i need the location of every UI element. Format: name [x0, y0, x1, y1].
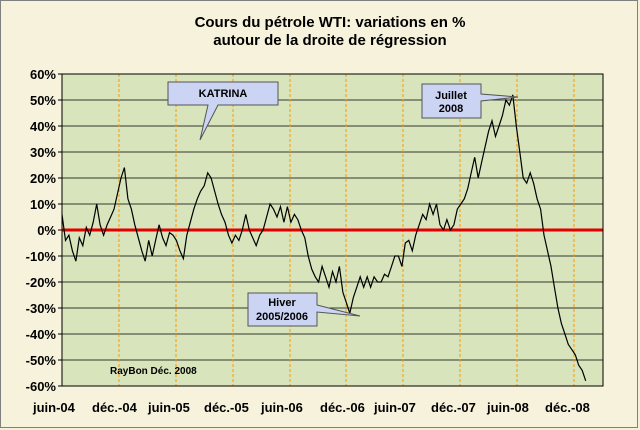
annotation-katrina: KATRINA	[167, 81, 279, 141]
y-tick-label: 40%	[30, 119, 56, 134]
x-axis-ticks: juin-04 déc.-04 juin-05 déc.-05 juin-06 déc.-…	[32, 400, 590, 415]
y-axis-ticks: 60% 50% 40% 30% 20% 10% 0% -10% -20% -30% -40% -50%…	[26, 67, 62, 394]
chart-title: Cours du pétrole WTI: variations en %	[195, 14, 466, 31]
y-tick-label: 50%	[30, 93, 56, 108]
chart-credit: RayBon Déc. 2008	[110, 366, 197, 377]
x-tick-label: déc.-07	[431, 400, 476, 415]
y-tick-label: -30%	[26, 301, 57, 316]
y-tick-label: -10%	[26, 249, 57, 264]
x-tick-label: juin-04	[32, 400, 76, 415]
annotation-katrina-text: KATRINA	[199, 88, 248, 100]
y-tick-label: 10%	[30, 197, 56, 212]
y-tick-label: 60%	[30, 67, 56, 82]
annotation-juillet: Juillet 2008	[421, 83, 519, 119]
y-tick-label: -60%	[26, 379, 57, 394]
x-tick-label: déc.-06	[320, 400, 365, 415]
x-tick-label: juin-06	[260, 400, 303, 415]
y-tick-label: 0%	[37, 223, 56, 238]
x-tick-label: déc.-04	[92, 400, 138, 415]
annotation-hiver-line2: 2005/2006	[256, 311, 308, 323]
annotation-hiver-line1: Hiver	[268, 297, 296, 309]
series-line	[61, 94, 587, 381]
y-tick-label: 30%	[30, 145, 56, 160]
annotation-juillet-line2: 2008	[439, 103, 463, 115]
y-tick-label: 20%	[30, 171, 56, 186]
x-tick-label: juin-08	[486, 400, 529, 415]
annotation-hiver: Hiver 2005/2006	[247, 292, 361, 327]
x-tick-label: juin-05	[147, 400, 190, 415]
x-tick-label: déc.-08	[545, 400, 590, 415]
x-tick-label: juin-07	[373, 400, 416, 415]
x-tick-label: déc.-05	[204, 400, 249, 415]
y-tick-label: -40%	[26, 327, 57, 342]
y-tick-label: -20%	[26, 275, 57, 290]
annotation-juillet-line1: Juillet	[435, 90, 467, 102]
y-tick-label: -50%	[26, 353, 57, 368]
chart-subtitle: autour de la droite de régression	[213, 32, 446, 49]
